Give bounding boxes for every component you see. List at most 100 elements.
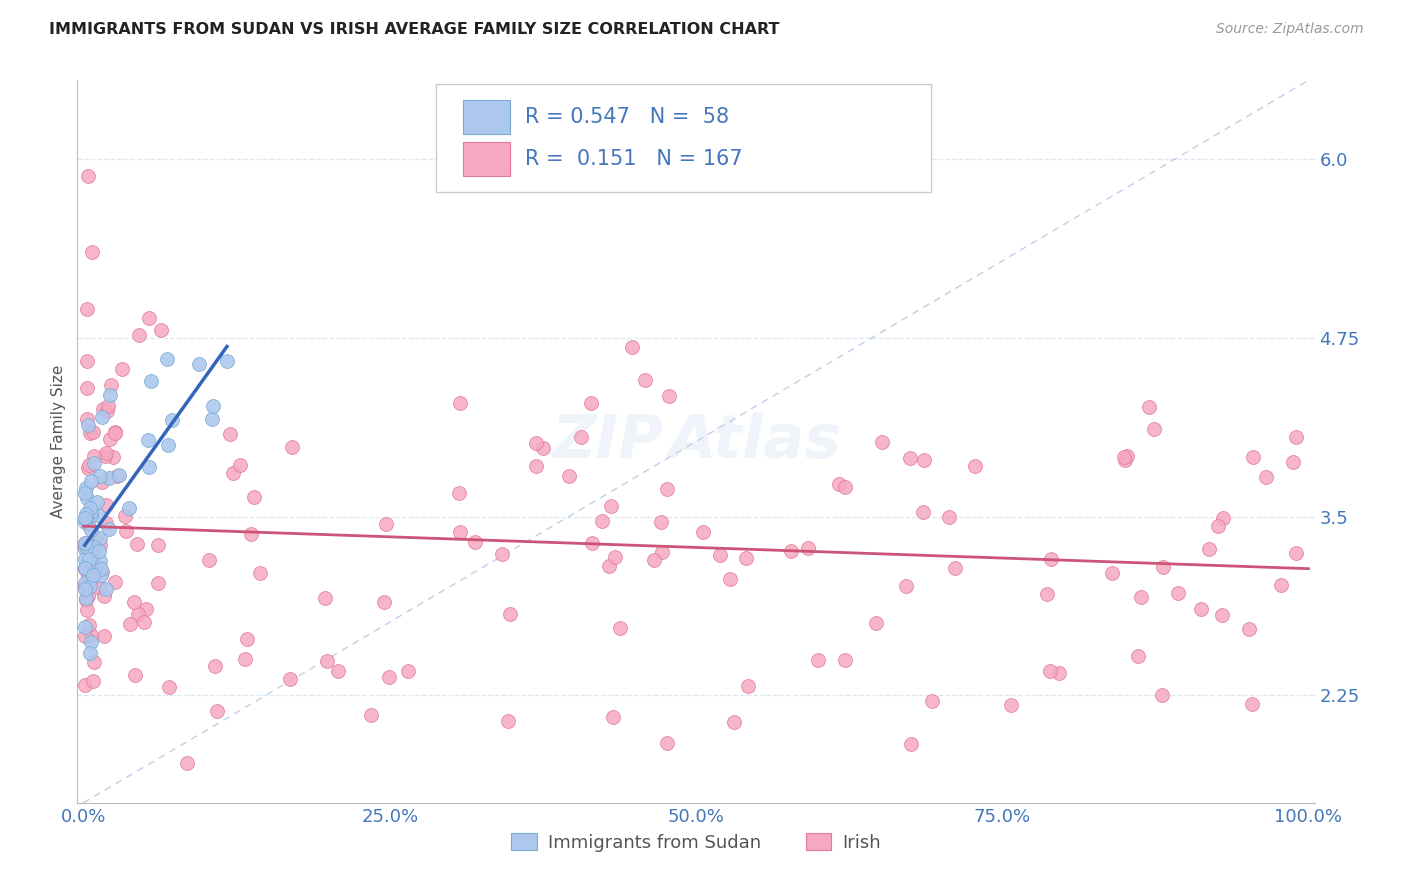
FancyBboxPatch shape	[464, 100, 510, 135]
Point	[80, 244, 103, 259]
Point	[89, 538, 111, 552]
Point	[1040, 552, 1063, 566]
Point	[157, 680, 180, 694]
Point	[73, 535, 96, 549]
Point	[98, 522, 121, 536]
Point	[75, 678, 97, 692]
Point	[498, 607, 520, 621]
Text: ZIP Atlas: ZIP Atlas	[551, 412, 841, 471]
Point	[197, 553, 219, 567]
Point	[581, 536, 603, 550]
Point	[215, 354, 238, 368]
Point	[1143, 422, 1166, 436]
Point	[73, 561, 96, 575]
Point	[134, 615, 156, 630]
Point	[96, 445, 118, 459]
Legend: Immigrants from Sudan, Irish: Immigrants from Sudan, Irish	[505, 826, 887, 859]
Point	[118, 616, 141, 631]
Point	[127, 607, 149, 622]
FancyBboxPatch shape	[436, 84, 931, 193]
Point	[1152, 688, 1174, 702]
Point	[558, 469, 581, 483]
Point	[1116, 449, 1139, 463]
Point	[125, 537, 148, 551]
Point	[76, 603, 98, 617]
Point	[75, 593, 97, 607]
Point	[110, 362, 132, 376]
Point	[73, 576, 96, 591]
Point	[233, 651, 256, 665]
Point	[82, 567, 104, 582]
Point	[75, 481, 97, 495]
Point	[1285, 546, 1308, 560]
Point	[834, 653, 856, 667]
Point	[156, 438, 179, 452]
Point	[135, 602, 157, 616]
Point	[464, 535, 486, 549]
Point	[100, 388, 122, 402]
Point	[1152, 560, 1174, 574]
Point	[93, 449, 115, 463]
Point	[779, 544, 801, 558]
Point	[723, 715, 745, 730]
Point	[146, 576, 169, 591]
Point	[76, 460, 98, 475]
Point	[108, 467, 131, 482]
Point	[218, 427, 240, 442]
Point	[73, 620, 96, 634]
Point	[114, 524, 136, 538]
Point	[894, 580, 917, 594]
Point	[77, 589, 100, 603]
Point	[598, 559, 620, 574]
Point	[315, 654, 337, 668]
Point	[524, 459, 547, 474]
Point	[450, 395, 472, 409]
Point	[692, 524, 714, 539]
Point	[90, 475, 112, 489]
Point	[603, 549, 626, 564]
Point	[80, 505, 103, 519]
Point	[1189, 602, 1212, 616]
Point	[591, 514, 613, 528]
Point	[360, 707, 382, 722]
Point	[101, 450, 124, 464]
Point	[73, 540, 96, 554]
Point	[657, 736, 679, 750]
Point	[90, 562, 112, 576]
Point	[236, 632, 259, 646]
Point	[79, 628, 101, 642]
Point	[76, 491, 98, 505]
Point	[104, 425, 127, 439]
Point	[1282, 455, 1305, 469]
Point	[89, 581, 111, 595]
Point	[128, 328, 150, 343]
Point	[79, 576, 101, 591]
Point	[80, 508, 103, 523]
Point	[911, 505, 934, 519]
Point	[222, 466, 245, 480]
Point	[97, 400, 120, 414]
Point	[73, 579, 96, 593]
Point	[898, 450, 921, 465]
Point	[73, 561, 96, 575]
Point	[94, 498, 117, 512]
Point	[84, 533, 107, 547]
Point	[449, 524, 471, 539]
Point	[79, 579, 101, 593]
Point	[150, 323, 173, 337]
Point	[281, 440, 304, 454]
Point	[201, 412, 224, 426]
Point	[1256, 470, 1278, 484]
Point	[912, 453, 935, 467]
Point	[1114, 453, 1136, 467]
Point	[73, 485, 96, 500]
Point	[136, 433, 159, 447]
Point	[569, 430, 592, 444]
Point	[658, 389, 681, 403]
Point	[1285, 430, 1308, 444]
Point	[104, 425, 127, 440]
Point	[1130, 590, 1153, 604]
Point	[1239, 623, 1261, 637]
Point	[77, 169, 100, 183]
Point	[77, 552, 100, 566]
